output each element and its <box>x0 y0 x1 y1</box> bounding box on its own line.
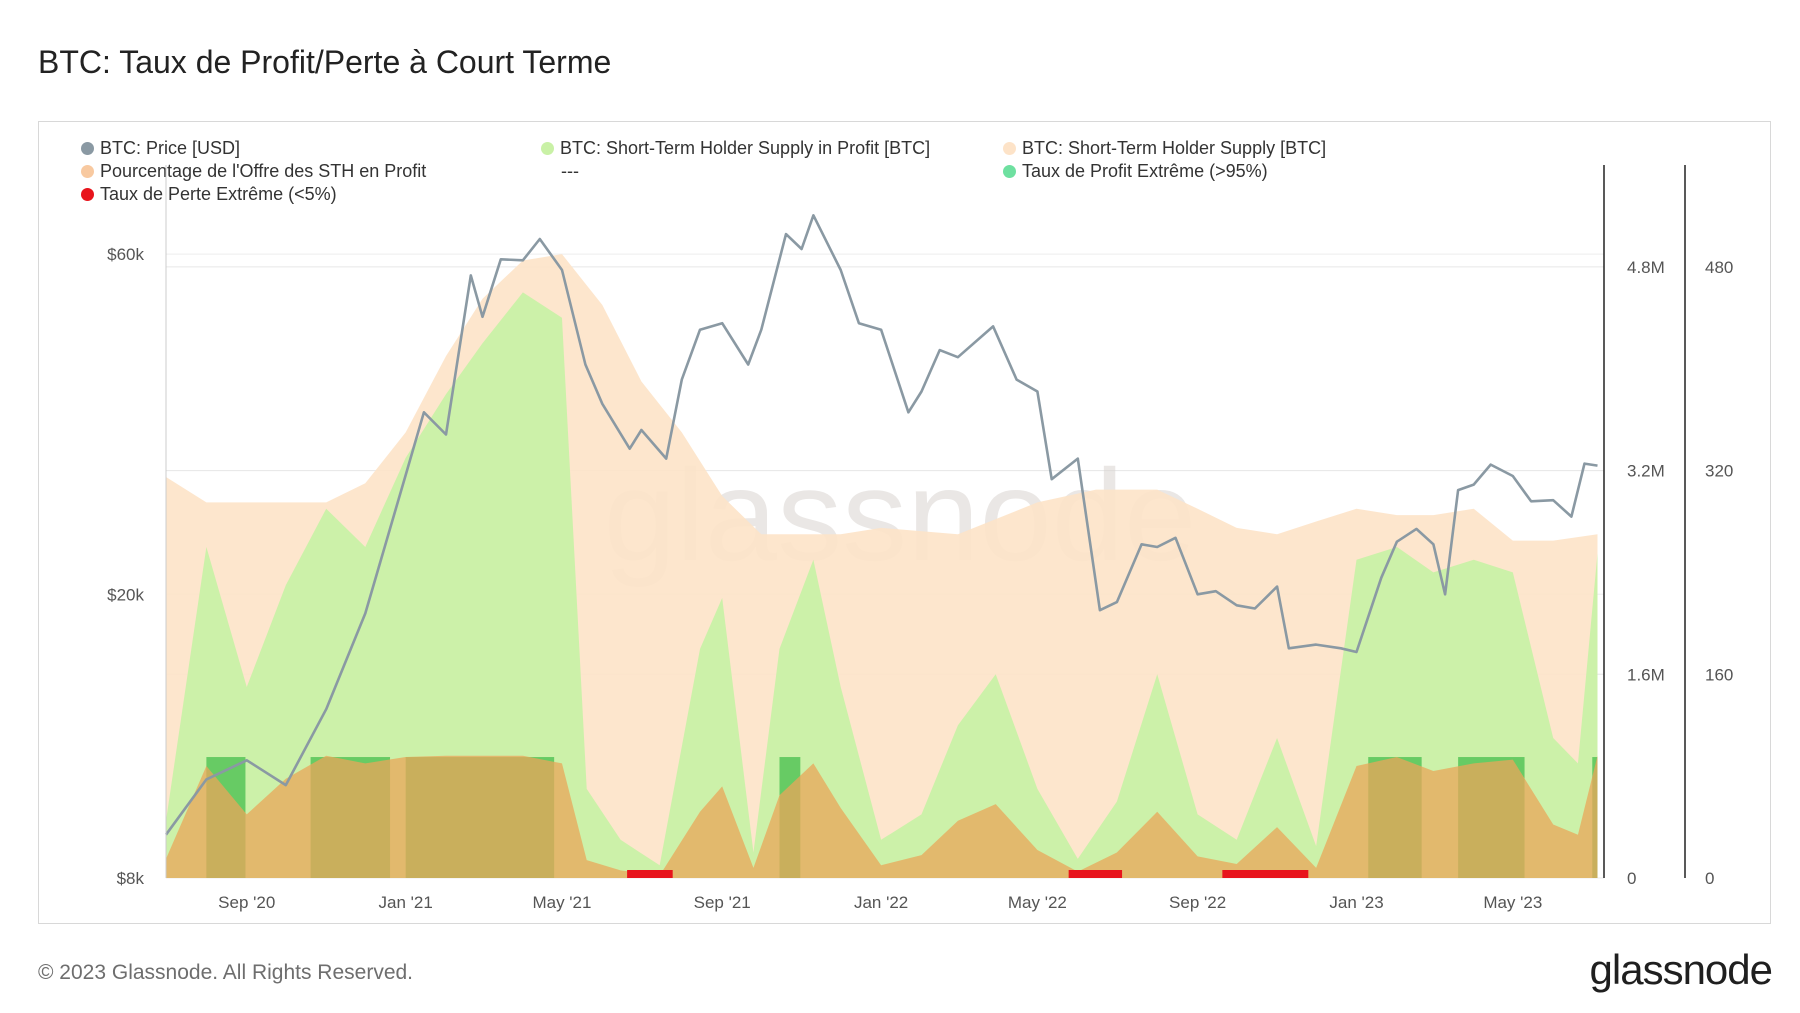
legend-label-separator: --- <box>561 161 579 181</box>
extreme-loss-layer <box>627 870 1309 878</box>
legend-item-extreme-profit[interactable]: Taux de Profit Extrême (>95%) <box>1003 161 1268 182</box>
chart-legend: BTC: Price [USD] BTC: Short-Term Holder … <box>39 122 1770 222</box>
y-left-tick-label-2: $60k <box>107 245 144 264</box>
legend-item-separator: --- <box>561 161 579 182</box>
extreme-loss-band-2 <box>1222 870 1309 878</box>
extreme-loss-band-0 <box>627 870 673 878</box>
extreme-loss-band-1 <box>1068 870 1123 878</box>
x-tick-label-0: Sep '20 <box>218 893 275 912</box>
y-right-percent-tick-label-2: 320 <box>1705 462 1733 481</box>
legend-item-sth-supply-profit[interactable]: BTC: Short-Term Holder Supply in Profit … <box>541 138 930 159</box>
legend-marker-sth-supply-profit <box>541 142 554 155</box>
legend-marker-sth-profit-percent <box>81 165 94 178</box>
legend-label-extreme-loss: Taux de Perte Extrême (<5%) <box>100 184 337 204</box>
copyright-footer: © 2023 Glassnode. All Rights Reserved. <box>38 961 414 984</box>
price-line <box>164 214 1598 836</box>
legend-marker-extreme-profit <box>1003 165 1016 178</box>
legend-label-extreme-profit: Taux de Profit Extrême (>95%) <box>1022 161 1268 181</box>
legend-item-extreme-loss[interactable]: Taux de Perte Extrême (<5%) <box>81 184 337 205</box>
x-tick-label-4: Jan '22 <box>854 893 908 912</box>
legend-label-sth-supply: BTC: Short-Term Holder Supply [BTC] <box>1022 138 1327 158</box>
page-title: BTC: Taux de Profit/Perte à Court Terme <box>38 44 612 80</box>
percent-layer <box>166 755 1598 878</box>
x-tick-label-7: Jan '23 <box>1329 893 1383 912</box>
sth-profit-percent-area <box>166 755 1598 878</box>
y-right-percent-tick-label-3: 480 <box>1705 258 1733 277</box>
y-right-supply-tick-label-2: 3.2M <box>1627 462 1665 481</box>
y-right-percent-tick-label-1: 160 <box>1705 665 1733 684</box>
legend-label-sth-profit-percent: Pourcentage de l'Offre des STH en Profit <box>100 161 427 181</box>
axes-layer <box>165 165 1686 878</box>
y-right-supply-tick-label-0: 0 <box>1627 869 1636 888</box>
x-tick-label-5: May '22 <box>1008 893 1067 912</box>
legend-marker-extreme-loss <box>81 188 94 201</box>
legend-marker-sth-supply <box>1003 142 1016 155</box>
legend-item-price[interactable]: BTC: Price [USD] <box>81 138 240 159</box>
legend-label-sth-supply-profit: BTC: Short-Term Holder Supply in Profit … <box>560 138 931 158</box>
legend-marker-price <box>81 142 94 155</box>
price-layer <box>164 214 1598 836</box>
x-tick-label-1: Jan '21 <box>379 893 433 912</box>
sth-supply-profit-area <box>166 292 1598 879</box>
legend-label-price: BTC: Price [USD] <box>100 138 241 158</box>
ticks-layer: Sep '20 Jan '21 May '21 Sep '21 Jan '22 May '… <box>107 245 1733 912</box>
x-tick-label-6: Sep '22 <box>1169 893 1226 912</box>
y-left-tick-label-1: $20k <box>107 585 144 604</box>
legend-item-sth-supply[interactable]: BTC: Short-Term Holder Supply [BTC] <box>1003 138 1326 159</box>
y-right-supply-tick-label-3: 4.8M <box>1627 258 1665 277</box>
y-right-supply-tick-label-1: 1.6M <box>1627 665 1665 684</box>
y-left-tick-label-0: $8k <box>117 869 145 888</box>
legend-item-sth-profit-percent[interactable]: Pourcentage de l'Offre des STH en Profit <box>81 161 426 182</box>
x-tick-label-2: May '21 <box>532 893 591 912</box>
x-tick-label-3: Sep '21 <box>694 893 751 912</box>
x-tick-label-8: May '23 <box>1483 893 1542 912</box>
profit-layer <box>166 292 1598 879</box>
y-right-percent-tick-label-0: 0 <box>1705 869 1714 888</box>
glassnode-logo[interactable]: glassnode <box>1589 946 1773 993</box>
